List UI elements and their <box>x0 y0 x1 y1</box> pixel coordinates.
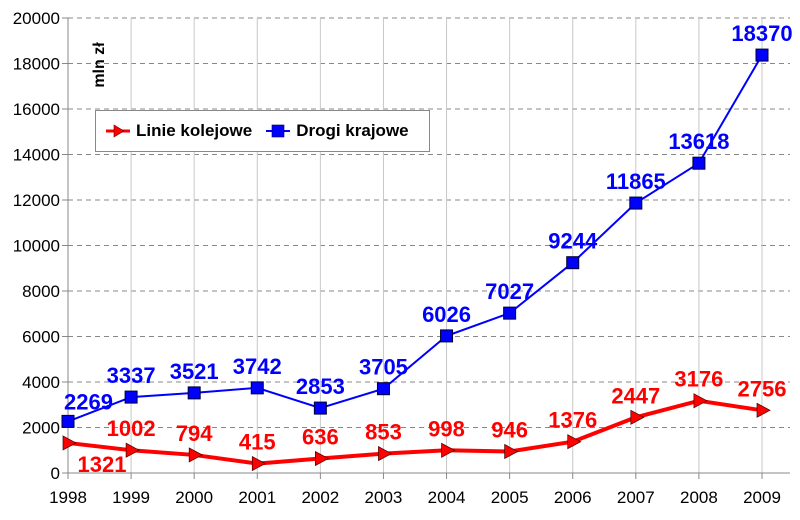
y-tick-label: 18000 <box>13 55 60 74</box>
data-label-roads: 2269 <box>64 389 113 414</box>
x-tick-label: 1998 <box>49 488 87 507</box>
data-point-roads <box>124 390 138 404</box>
x-tick-label: 2003 <box>365 488 403 507</box>
square-marker-icon <box>266 124 291 138</box>
data-label-rail: 2756 <box>738 376 787 401</box>
x-tick-label: 2001 <box>238 488 276 507</box>
x-tick-label: 2005 <box>491 488 529 507</box>
data-point-rail <box>756 402 771 418</box>
series-line-roads <box>67 54 763 423</box>
data-label-roads: 3742 <box>233 354 282 379</box>
y-tick-label: 14000 <box>13 146 60 165</box>
data-point-roads <box>755 48 769 62</box>
data-point-roads <box>503 306 517 320</box>
data-label-rail: 415 <box>239 430 276 455</box>
data-point-roads <box>376 382 390 396</box>
data-label-roads: 9244 <box>548 229 598 254</box>
data-label-roads: 7027 <box>485 279 534 304</box>
legend-label-rail: Linie kolejowe <box>136 121 253 140</box>
legend: Linie kolejowe Drogi krajowe <box>95 110 430 152</box>
data-point-roads <box>566 256 580 270</box>
data-label-rail: 3176 <box>674 367 723 392</box>
data-label-rail: 1376 <box>548 408 597 433</box>
data-point-rail <box>315 450 330 467</box>
data-label-roads: 11865 <box>606 169 666 194</box>
data-point-rail <box>251 455 267 472</box>
x-tick-label: 2007 <box>617 488 655 507</box>
data-point-roads <box>440 329 454 343</box>
x-tick-label: 2002 <box>301 488 339 507</box>
x-tick-label: 2006 <box>554 488 592 507</box>
data-label-roads: 13618 <box>668 129 729 154</box>
data-label-rail: 1321 <box>78 452 127 477</box>
data-point-roads <box>61 414 75 428</box>
data-label-rail: 2447 <box>611 383 660 408</box>
data-point-roads <box>692 156 706 170</box>
y-tick-label: 16000 <box>13 100 60 119</box>
data-label-rail: 853 <box>365 420 402 445</box>
legend-item-roads: Drogi krajowe <box>264 121 409 141</box>
data-point-roads <box>629 196 643 210</box>
data-point-rail <box>62 435 77 451</box>
y-tick-label: 6000 <box>22 328 60 347</box>
data-point-rail <box>125 442 140 458</box>
data-point-roads <box>313 401 327 415</box>
x-tick-label: 2000 <box>175 488 213 507</box>
data-label-roads: 6026 <box>422 302 471 327</box>
x-tick-label: 2008 <box>680 488 718 507</box>
x-tick-label: 2004 <box>428 488 466 507</box>
data-label-roads: 3521 <box>170 359 219 384</box>
x-tick-label: 2009 <box>743 488 781 507</box>
legend-item-rail: Linie kolejowe <box>104 121 252 141</box>
data-point-rail <box>378 446 393 462</box>
y-tick-label: 20000 <box>13 9 60 28</box>
data-point-rail <box>504 443 519 460</box>
y-tick-label: 0 <box>51 464 60 483</box>
data-label-rail: 636 <box>302 425 339 450</box>
data-label-roads: 2853 <box>296 374 345 399</box>
data-point-rail <box>441 442 456 458</box>
legend-label-roads: Drogi krajowe <box>296 121 409 140</box>
data-point-roads <box>250 381 264 395</box>
y-tick-label: 10000 <box>13 237 60 256</box>
data-label-roads: 3705 <box>359 355 408 380</box>
data-label-rail: 794 <box>176 421 213 446</box>
data-point-rail <box>693 393 708 409</box>
data-point-rail <box>567 434 582 450</box>
y-tick-label: 2000 <box>22 419 60 438</box>
data-point-rail <box>188 447 203 463</box>
data-label-roads: 18370 <box>731 21 792 46</box>
data-label-rail: 998 <box>428 416 465 441</box>
x-tick-label: 1999 <box>112 488 150 507</box>
y-axis-label: mln zł <box>91 42 108 88</box>
series-line-rail <box>67 398 763 466</box>
data-label-rail: 946 <box>491 417 528 442</box>
data-point-rail <box>630 409 645 425</box>
data-label-roads: 3337 <box>107 363 156 388</box>
y-tick-label: 4000 <box>22 373 60 392</box>
y-tick-label: 8000 <box>22 282 60 301</box>
y-tick-label: 12000 <box>13 191 60 210</box>
data-point-roads <box>187 386 201 400</box>
triangle-marker-icon <box>106 124 130 138</box>
data-label-rail: 1002 <box>107 416 156 441</box>
